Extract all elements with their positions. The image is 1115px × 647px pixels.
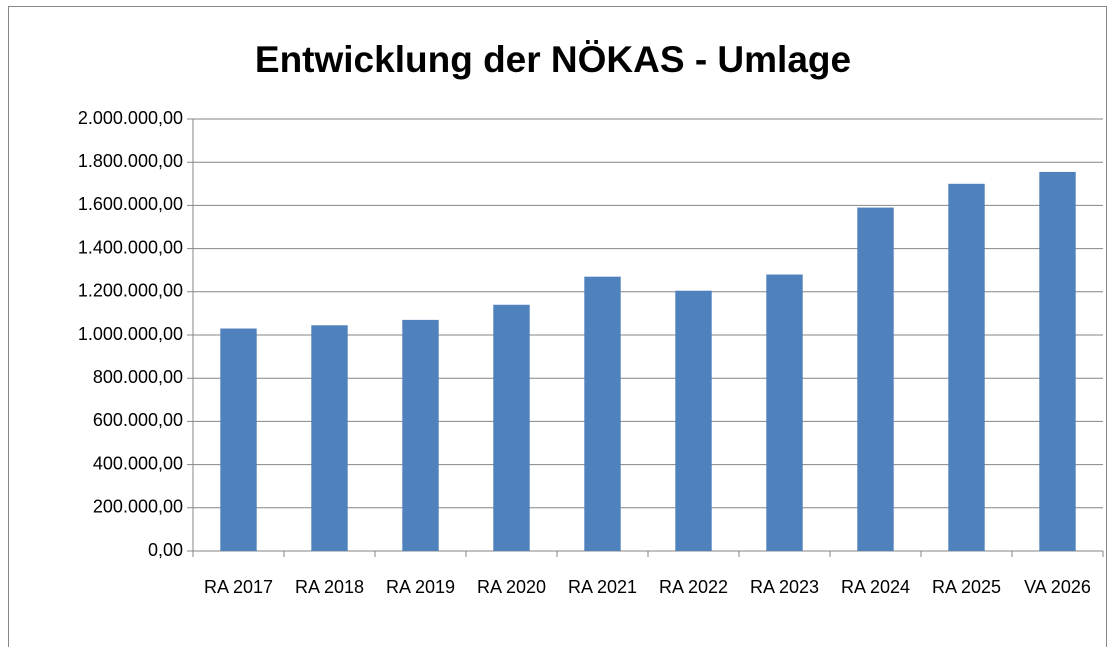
x-tick-label: VA 2026 [1024,577,1091,597]
x-tick-label: RA 2017 [204,577,273,597]
bar [766,274,803,551]
y-tick-label: 2.000.000,00 [78,108,183,128]
x-tick-label: RA 2020 [477,577,546,597]
y-tick-label: 1.200.000,00 [78,281,183,301]
x-tick-label: RA 2021 [568,577,637,597]
y-tick-label: 1.800.000,00 [78,151,183,171]
chart-title: Entwicklung der NÖKAS - Umlage [255,39,851,80]
x-tick-label: RA 2022 [659,577,728,597]
x-tick-label: RA 2023 [750,577,819,597]
y-tick-label: 200.000,00 [93,497,183,517]
bar [584,276,621,551]
y-tick-label: 1.600.000,00 [78,194,183,214]
bar [857,207,894,551]
bar [1039,171,1076,552]
y-tick-label: 400.000,00 [93,453,183,473]
x-tick-label: RA 2024 [841,577,910,597]
bar [675,290,712,551]
x-tick-label: RA 2025 [932,577,1001,597]
y-tick-label: 600.000,00 [93,410,183,430]
x-tick-label: RA 2018 [295,577,364,597]
bar [402,319,439,551]
x-tick-label: RA 2019 [386,577,455,597]
y-tick-label: 1.400.000,00 [78,237,183,257]
bar [311,325,348,551]
chart-frame [8,6,1107,647]
y-tick-label: 1.000.000,00 [78,324,183,344]
y-tick-label: 0,00 [148,540,183,560]
y-tick-label: 800.000,00 [93,367,183,387]
bar [220,328,257,551]
bar [493,304,530,551]
bar [948,183,985,552]
